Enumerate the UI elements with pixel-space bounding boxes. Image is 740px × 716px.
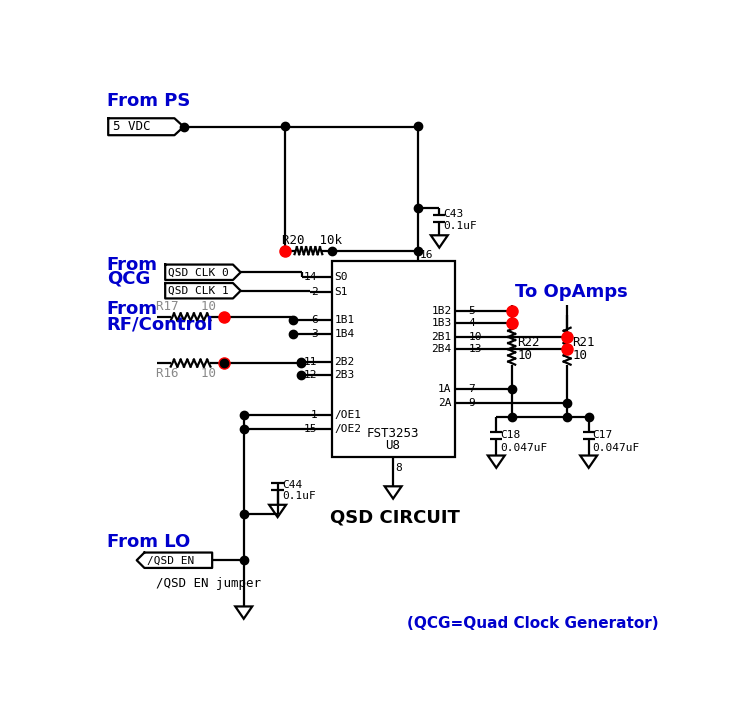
Text: /QSD EN: /QSD EN [147, 555, 194, 565]
Text: S0: S0 [334, 272, 348, 282]
Text: 0.1uF: 0.1uF [282, 490, 316, 500]
Text: QCG: QCG [107, 269, 150, 287]
Text: FST3253: FST3253 [367, 427, 420, 440]
Text: 11: 11 [304, 357, 317, 367]
Text: 10: 10 [517, 349, 532, 362]
Text: 7: 7 [468, 384, 475, 395]
Text: /QSD EN jumper: /QSD EN jumper [156, 577, 261, 590]
Text: 15: 15 [304, 425, 317, 435]
Text: /OE2: /OE2 [334, 425, 362, 435]
Text: R17   10: R17 10 [156, 301, 216, 314]
Text: C18: C18 [500, 430, 520, 440]
Text: C17: C17 [593, 430, 613, 440]
Text: 2B3: 2B3 [334, 370, 355, 380]
Text: 6: 6 [311, 315, 317, 325]
Text: 9: 9 [468, 398, 475, 408]
Text: QSD CLK 1: QSD CLK 1 [168, 286, 229, 296]
Text: 2A: 2A [438, 398, 451, 408]
Text: 16: 16 [420, 251, 434, 261]
Text: 1B4: 1B4 [334, 329, 355, 339]
Text: QSD CIRCUIT: QSD CIRCUIT [330, 508, 460, 526]
Text: 3: 3 [311, 329, 317, 339]
Text: 5: 5 [468, 306, 475, 316]
Text: C44: C44 [282, 480, 303, 490]
Text: From PS: From PS [107, 92, 190, 110]
Text: 10: 10 [468, 332, 482, 342]
Text: /OE1: /OE1 [334, 410, 362, 420]
Text: 2: 2 [311, 287, 317, 297]
Text: 2B1: 2B1 [431, 332, 451, 342]
Text: (QCG=Quad Clock Generator): (QCG=Quad Clock Generator) [408, 616, 659, 631]
Text: To OpAmps: To OpAmps [515, 284, 628, 301]
Text: 12: 12 [304, 370, 317, 380]
Text: 1B3: 1B3 [431, 318, 451, 328]
Text: 1B1: 1B1 [334, 315, 355, 325]
Text: 1B2: 1B2 [431, 306, 451, 316]
Text: 8: 8 [395, 463, 402, 473]
Text: R16   10: R16 10 [156, 367, 216, 380]
Text: From LO: From LO [107, 533, 190, 551]
Text: From: From [107, 256, 158, 274]
Text: RF/Control: RF/Control [107, 316, 213, 334]
Text: 4: 4 [468, 318, 475, 328]
Text: 0.047uF: 0.047uF [500, 442, 548, 453]
Text: R21: R21 [573, 336, 595, 349]
Bar [332, 261, 454, 457]
Text: 5 VDC: 5 VDC [112, 120, 150, 133]
Text: 1A: 1A [438, 384, 451, 395]
Text: C43: C43 [443, 209, 463, 219]
Text: From: From [107, 300, 158, 318]
Text: R22: R22 [517, 336, 539, 349]
Text: 10: 10 [573, 349, 588, 362]
Text: R20  10k: R20 10k [282, 234, 342, 247]
Text: QSD CLK 0: QSD CLK 0 [168, 267, 229, 277]
Text: S1: S1 [334, 287, 348, 297]
Text: 13: 13 [468, 344, 482, 354]
Text: 0.1uF: 0.1uF [443, 221, 477, 231]
Text: 14: 14 [304, 272, 317, 282]
Text: 0.047uF: 0.047uF [593, 442, 640, 453]
Text: 2B2: 2B2 [334, 357, 355, 367]
Text: 1: 1 [311, 410, 317, 420]
Text: 2B4: 2B4 [431, 344, 451, 354]
Text: U8: U8 [386, 439, 400, 452]
